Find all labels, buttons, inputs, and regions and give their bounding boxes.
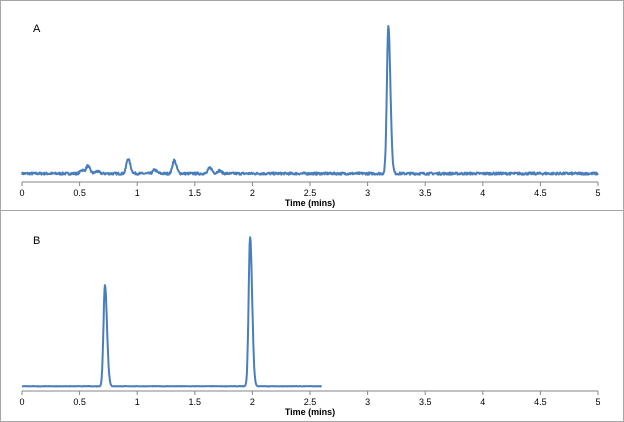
panel-label-b: B	[33, 235, 40, 247]
x-tick-label: 0	[19, 188, 24, 198]
panel-a: A Time (mins) 0 0.5 1 1.5 2 2.5 3 3.5 4 4.5 5	[19, 23, 600, 208]
x-tick-label: 2.5	[304, 188, 317, 198]
x-tick-label: 5	[595, 397, 600, 407]
x-tick-label: 1.5	[189, 397, 202, 407]
x-tick-label: 3.5	[419, 188, 432, 198]
x-axis-title-a: Time (mins)	[285, 198, 335, 208]
chromatogram-trace-a	[21, 25, 599, 176]
x-tick-label: 4.5	[534, 397, 547, 407]
x-tick-label: 5	[595, 188, 600, 198]
x-tick-label: 4	[480, 188, 485, 198]
x-tick-label: 2	[250, 188, 255, 198]
x-tick-label: 1	[135, 397, 140, 407]
x-tick-label: 3	[365, 188, 370, 198]
x-tick-label: 2.5	[304, 397, 317, 407]
chromatogram-trace-b	[21, 236, 323, 388]
x-tick-label: 3	[365, 397, 370, 407]
panel-divider	[0, 210, 624, 211]
x-tick-label: 0.5	[73, 188, 86, 198]
x-tick-label: 0	[19, 397, 24, 407]
x-tick-label: 1	[135, 188, 140, 198]
x-tick-label: 1.5	[189, 188, 202, 198]
x-tick-label: 3.5	[419, 397, 432, 407]
x-tick-label: 4	[480, 397, 485, 407]
panel-label-a: A	[33, 23, 41, 35]
x-tick-label: 4.5	[534, 188, 547, 198]
panel-b: B Time (mins) 0 0.5 1 1.5 2 2.5 3 3.5 4 4.5 5	[19, 235, 600, 417]
x-tick-label: 2	[250, 397, 255, 407]
x-tick-label: 0.5	[73, 397, 86, 407]
x-axis-title-b: Time (mins)	[285, 407, 335, 417]
